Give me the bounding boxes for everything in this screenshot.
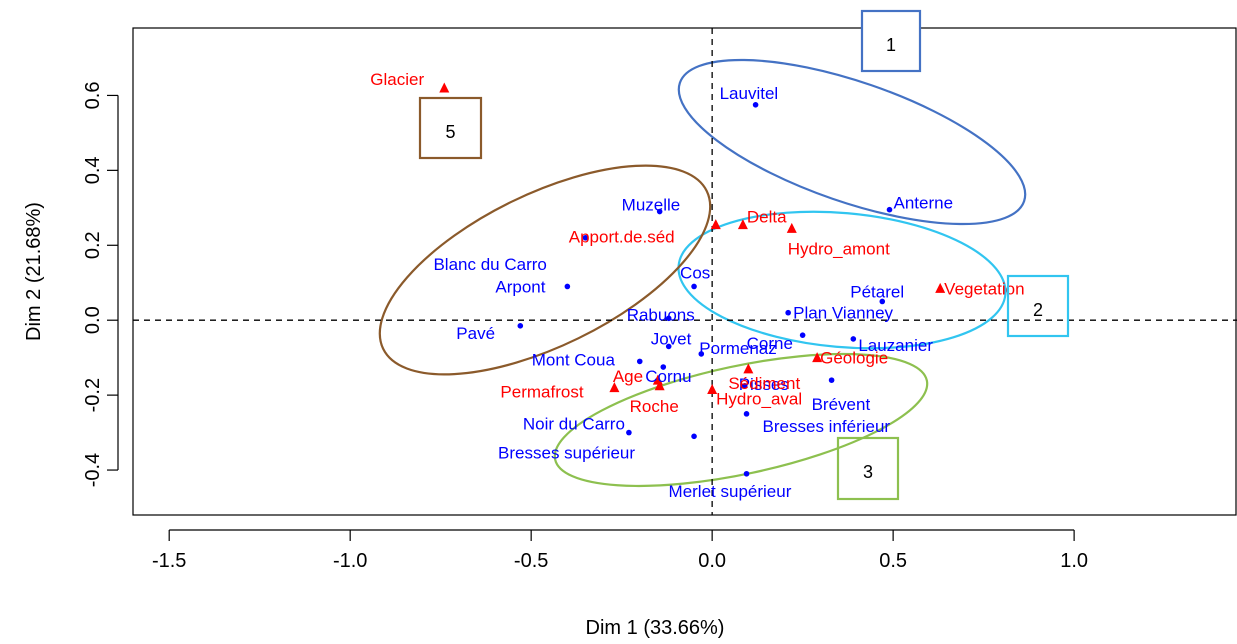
point-label: Delta	[747, 208, 787, 227]
point-label: Permafrost	[500, 383, 583, 402]
data-point	[785, 309, 791, 316]
data-point	[582, 234, 589, 241]
data-point	[609, 382, 620, 393]
y-tick-label: 0.6	[82, 82, 104, 110]
point-label: Vegetation	[944, 279, 1024, 298]
y-tick-label: 0.4	[82, 156, 104, 184]
plot-frame	[132, 27, 1237, 516]
data-point	[828, 377, 835, 383]
point-label: Bresses supérieur	[498, 443, 635, 462]
data-point	[691, 283, 697, 290]
data-point	[654, 380, 665, 391]
data-point	[517, 323, 524, 329]
point-label: Pavé	[456, 324, 495, 343]
x-axis: -1.5 -1.0 -0.5 0.0 0.5 1.0	[152, 529, 1088, 572]
data-point	[812, 352, 823, 363]
data-point	[741, 382, 748, 389]
point-label: Cos	[680, 263, 710, 282]
point-label: Age	[613, 367, 643, 386]
data-point	[752, 101, 759, 108]
point-label: Anterne	[894, 194, 954, 213]
point-label: Arpont	[495, 277, 545, 296]
data-point	[660, 364, 667, 370]
data-point	[886, 206, 893, 213]
data-point	[691, 433, 697, 440]
x-tick-label: -1.0	[333, 550, 367, 572]
data-point	[850, 336, 857, 342]
cluster-1-ellipse	[677, 58, 1027, 226]
data-point	[710, 219, 721, 230]
point-label: Cornu	[645, 367, 691, 386]
x-tick-label: 0.0	[698, 550, 726, 572]
data-point	[626, 429, 632, 436]
point-label: Apport.de.séd	[569, 228, 675, 247]
point-label: Glacier	[370, 70, 424, 89]
data-point	[799, 332, 806, 338]
data-point	[665, 343, 672, 350]
data-point	[636, 358, 643, 365]
point-label: Plan Vianney	[793, 304, 893, 323]
point-label: Brévent	[812, 395, 871, 414]
data-point	[656, 208, 663, 215]
y-tick-label: 0.2	[82, 231, 104, 259]
point-label: Bresses inférieur	[763, 417, 891, 436]
point-label: Blanc du Carro	[433, 255, 546, 274]
point-label: Lauvitel	[720, 84, 779, 103]
cluster-5-ellipse	[378, 164, 712, 376]
cluster-2-box	[1006, 274, 1070, 338]
cluster-1-box	[860, 9, 922, 73]
x-tick-label: 0.5	[879, 550, 907, 572]
y-axis: -0.4 -0.2 0.0 0.2 0.4 0.6	[82, 82, 119, 487]
cluster-5-box-label: 5	[445, 122, 455, 142]
cluster-1-box-label: 1	[886, 35, 896, 55]
point-label: Hydro_amont	[788, 239, 890, 258]
data-point	[707, 384, 718, 395]
y-tick-label: 0.0	[82, 306, 104, 334]
y-tick-label: -0.2	[82, 378, 104, 412]
x-tick-label: -0.5	[514, 550, 548, 572]
x-tick-label: -1.5	[152, 550, 186, 572]
data-point	[743, 470, 750, 477]
point-label: Mont Coua	[532, 350, 616, 369]
data-point	[879, 298, 886, 305]
data-point	[935, 282, 946, 293]
point-label: Jovet	[651, 329, 692, 348]
data-point	[439, 82, 450, 93]
data-point	[743, 363, 754, 374]
cluster-annotation-boxes: 1 2 3 5	[418, 9, 1070, 501]
point-label: Géologie	[820, 349, 888, 368]
point-label: Noir du Carro	[523, 415, 625, 434]
point-label: Sédiment	[728, 374, 800, 393]
point-label: Muzelle	[622, 196, 681, 215]
point-label: Corne	[747, 334, 793, 353]
cluster-ellipses	[378, 58, 1027, 488]
point-label: Pisses	[739, 375, 789, 394]
point-label: Merlet supérieur	[669, 482, 792, 501]
point-label: Lauzanier	[858, 336, 933, 355]
y-axis-title: Dim 2 (21.68%)	[23, 202, 45, 341]
data-point	[564, 283, 571, 290]
x-tick-label: 1.0	[1060, 550, 1088, 572]
data-point	[698, 351, 705, 357]
data-point	[743, 411, 750, 417]
data-points	[439, 82, 946, 477]
point-label: Pormenaz	[699, 339, 776, 358]
data-point	[665, 315, 672, 322]
cluster-3-ellipse	[553, 352, 929, 488]
cluster-3-box	[836, 436, 900, 501]
point-label: Rabuons	[627, 305, 695, 324]
point-label: Pétarel	[850, 282, 904, 301]
point-label: Hydro_aval	[716, 390, 802, 409]
point-label: Roche	[630, 397, 679, 416]
data-point	[786, 222, 797, 233]
y-tick-label: -0.4	[82, 453, 104, 487]
cluster-3-box-label: 3	[863, 462, 873, 482]
x-axis-title: Dim 1 (33.66%)	[586, 617, 725, 639]
cluster-5-box	[418, 96, 483, 160]
cluster-2-box-label: 2	[1033, 300, 1043, 320]
point-labels: Lauvitel Anterne Muzelle Blanc du Carro Arpo…	[370, 70, 1024, 501]
data-point	[737, 219, 748, 230]
